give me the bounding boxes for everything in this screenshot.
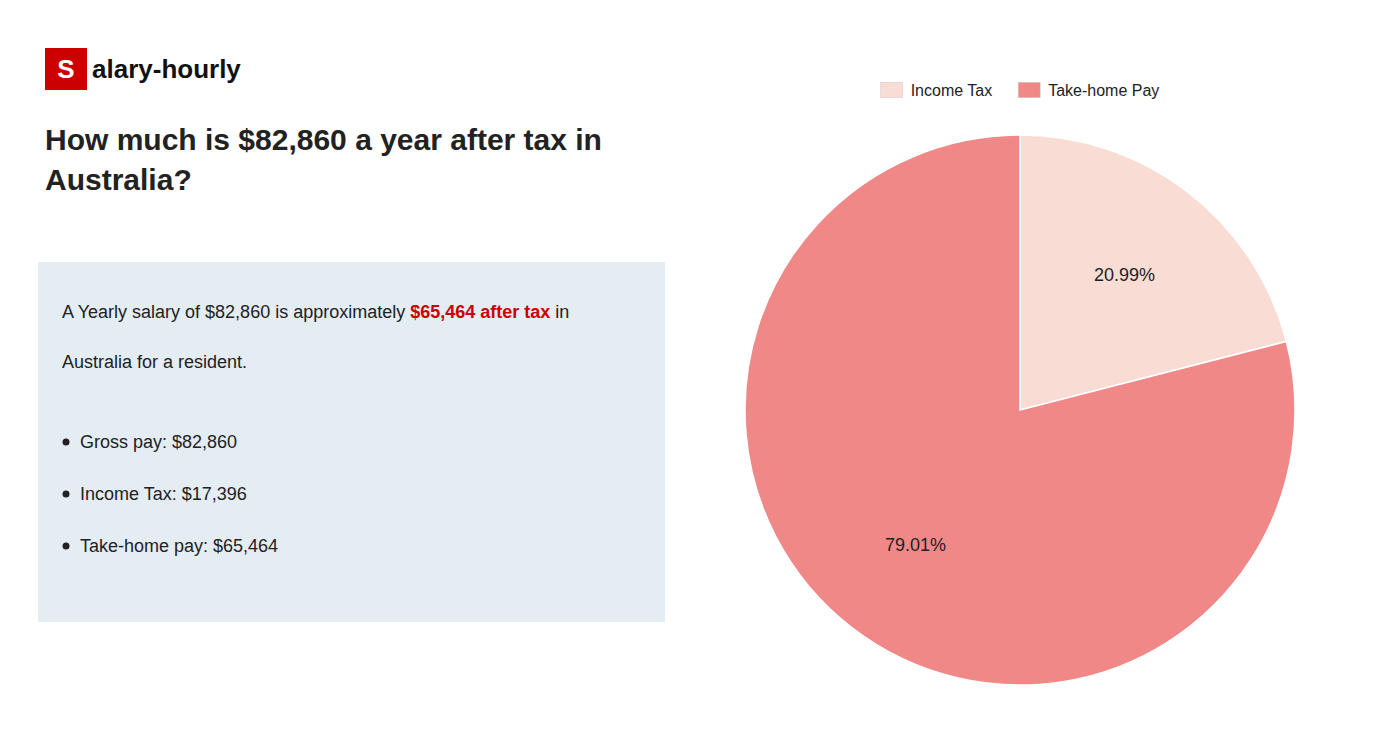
bullet-text: Take-home pay: $65,464	[80, 536, 278, 556]
bullet-text-part: Gross pay: $82,860	[80, 432, 237, 452]
bullet-text-part: Income Tax: $17,396	[80, 484, 247, 504]
title: How much is $82,860 a year after tax inA…	[45, 123, 602, 196]
info-text-part: Australia for a resident.	[62, 352, 247, 372]
legend-swatch	[881, 82, 903, 97]
bullet-dot	[63, 439, 70, 446]
legend-swatch	[1018, 82, 1040, 97]
legend: Income Tax Take-home Pay	[881, 82, 1160, 99]
pie-slice	[745, 135, 1295, 685]
bullet-text: Income Tax: $17,396	[80, 484, 247, 504]
legend-item: Take-home Pay	[1018, 82, 1159, 99]
info-highlight: $65,464 after tax	[410, 302, 550, 322]
text-panel: Salary-hourly How much is $82,860 a year …	[38, 48, 665, 622]
data-label: 79.01%	[885, 535, 946, 555]
slices	[745, 135, 1295, 685]
info-text-part: in	[550, 302, 569, 322]
info-text-part: A Yearly salary of $82,860 is approximat…	[62, 302, 410, 322]
info-text: Australia for a resident.	[62, 352, 247, 372]
data-labels: 20.99% 79.01%	[885, 265, 1155, 555]
bullet-dot	[63, 491, 70, 498]
info-box	[38, 262, 665, 622]
legend-item: Income Tax	[881, 82, 993, 99]
logo-box	[45, 48, 87, 90]
logo-letter: S	[57, 54, 74, 84]
chart-root: Salary-hourly How much is $82,860 a year …	[0, 0, 1400, 750]
pie: 20.99% 79.01%	[745, 135, 1295, 685]
bullet-text: Gross pay: $82,860	[80, 432, 237, 452]
bullet-text-part: Take-home pay: $65,464	[80, 536, 278, 556]
logo-text: alary-hourly	[92, 54, 241, 84]
data-label: 20.99%	[1094, 265, 1155, 285]
bullet-dot	[63, 543, 70, 550]
info-text: A Yearly salary of $82,860 is approximat…	[62, 302, 569, 322]
legend-label: Take-home Pay	[1048, 82, 1159, 99]
legend-label: Income Tax	[911, 82, 993, 99]
